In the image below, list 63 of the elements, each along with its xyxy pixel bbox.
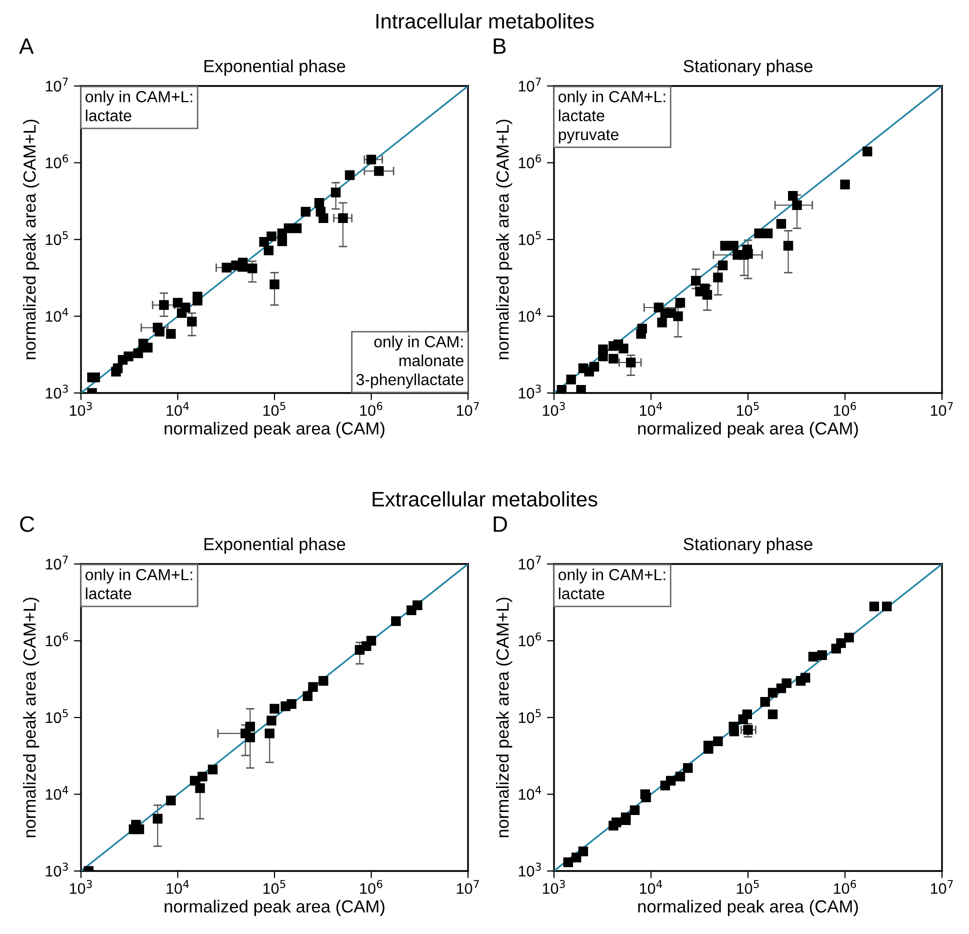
- x-tick-label: 10$^{6}$: [360, 880, 382, 894]
- x-tick-label: 10$^{5}$: [263, 880, 286, 894]
- y-axis-title: normalized peak area (CAM+L): [23, 598, 40, 838]
- y-axis-title: normalized peak area (CAM+L): [496, 598, 512, 838]
- y-tick-label: 10$^{6}$: [518, 154, 542, 168]
- x-axis-title: normalized peak area (CAM): [164, 422, 384, 438]
- x-axis-title: normalized peak area (CAM): [638, 422, 858, 438]
- x-axis-title: normalized peak area (CAM): [638, 900, 858, 916]
- x-tick-label: 10$^{7}$: [456, 880, 479, 894]
- y-tick-label: 10$^{6}$: [518, 632, 542, 646]
- y-tick-label: 10$^{7}$: [518, 556, 541, 570]
- text: B: [494, 38, 506, 54]
- x-tick-label: 10$^{3}$: [70, 402, 92, 416]
- annotation: only in CAM+L: lactate: [86, 568, 192, 600]
- y-tick-label: 10$^{5}$: [46, 231, 68, 246]
- y-tick-label: 10$^{4}$: [46, 786, 68, 800]
- y-tick-label: 10$^{3}$: [518, 384, 541, 399]
- y-tick-label: 10$^{6}$: [46, 154, 68, 168]
- y-tick-label: 10$^{4}$: [518, 786, 542, 800]
- x-tick-label: 10$^{6}$: [834, 880, 856, 894]
- x-tick-label: 10$^{6}$: [360, 402, 382, 416]
- text: C: [20, 516, 34, 532]
- x-tick-label: 10$^{4}$: [640, 402, 662, 416]
- y-tick-label: 10$^{5}$: [518, 231, 541, 246]
- y-tick-label: 10$^{3}$: [46, 862, 68, 877]
- x-tick-label: 10$^{3}$: [542, 880, 565, 894]
- x-tick-label: 10$^{3}$: [70, 880, 92, 894]
- chart-subtitle: Stationary phase: [684, 60, 812, 76]
- x-tick-label: 10$^{4}$: [166, 880, 189, 894]
- x-tick-label: 10$^{7}$: [930, 402, 953, 416]
- chart-subtitle: Stationary phase: [684, 538, 812, 554]
- x-tick-label: 10$^{4}$: [640, 880, 662, 894]
- x-tick-label: 10$^{7}$: [930, 880, 953, 894]
- y-tick-label: 10$^{4}$: [518, 308, 542, 322]
- x-tick-label: 10$^{5}$: [736, 880, 759, 894]
- annotation: only in CAM+L: lactate: [558, 568, 666, 600]
- y-tick-label: 10$^{7}$: [518, 78, 541, 92]
- chart-subtitle: Exponential phase: [204, 538, 346, 554]
- y-tick-label: 10$^{7}$: [46, 556, 68, 570]
- y-axis-title: normalized peak area (CAM+L): [496, 120, 512, 360]
- y-tick-label: 10$^{5}$: [518, 709, 541, 724]
- annotation: only in CAM+L: lactate: [86, 90, 192, 122]
- y-tick-label: 10$^{7}$: [46, 78, 68, 92]
- x-tick-label: 10$^{3}$: [542, 402, 565, 416]
- y-tick-label: 10$^{3}$: [46, 384, 68, 399]
- x-axis-title: normalized peak area (CAM): [164, 900, 384, 916]
- annotation: only in CAM+L: lactate pyruvate: [558, 90, 666, 144]
- chart-title: Extracellular metabolites: [372, 491, 598, 507]
- y-axis-title: normalized peak area (CAM+L): [23, 120, 40, 360]
- y-tick-label: 10$^{5}$: [46, 709, 68, 724]
- y-tick-label: 10$^{6}$: [46, 632, 68, 646]
- x-tick-label: 10$^{5}$: [263, 402, 286, 416]
- annotation: only in CAM: malonate 3-phenyllactate: [356, 336, 464, 388]
- text: D: [494, 516, 507, 532]
- y-tick-label: 10$^{3}$: [518, 862, 541, 877]
- chart-title: Intracellular metabolites: [376, 13, 594, 29]
- x-tick-label: 10$^{7}$: [456, 402, 479, 416]
- x-tick-label: 10$^{6}$: [834, 402, 856, 416]
- y-tick-label: 10$^{4}$: [46, 308, 68, 322]
- x-tick-label: 10$^{5}$: [736, 402, 759, 416]
- text: A: [19, 38, 34, 54]
- chart-subtitle: Exponential phase: [204, 60, 346, 76]
- x-tick-label: 10$^{4}$: [166, 402, 189, 416]
